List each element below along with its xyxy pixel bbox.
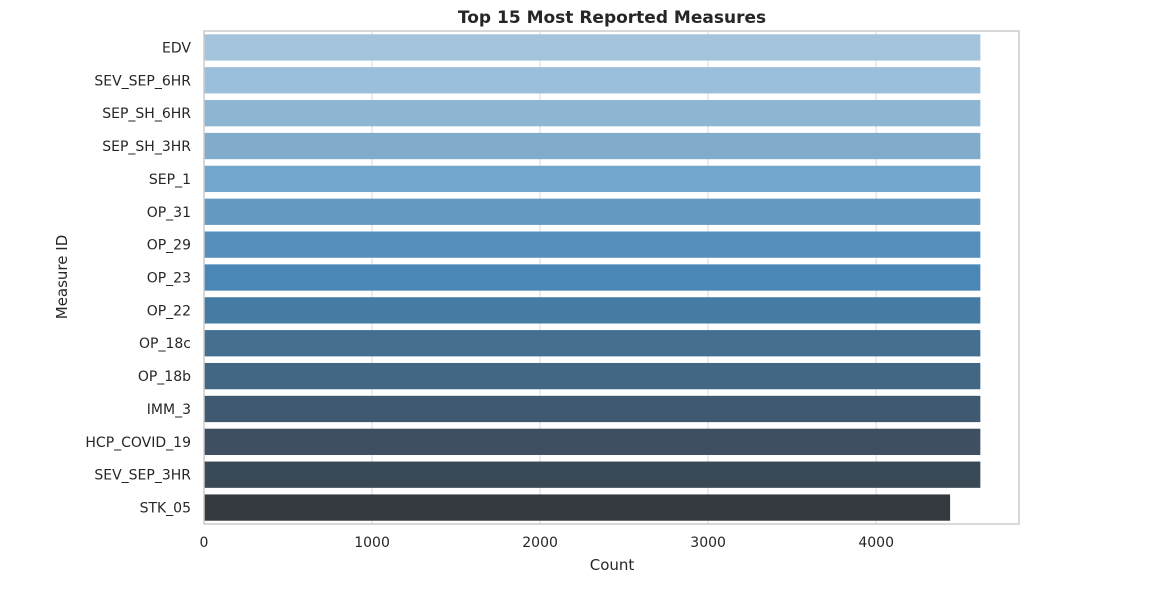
x-tick-labels: 0 1000 2000 3000 4000 <box>200 535 894 551</box>
y-tick-label: SEV_SEP_3HR <box>94 468 191 484</box>
bar-op-23 <box>204 264 981 291</box>
plot-frame <box>203 30 1020 525</box>
y-tick-label: SEP_SH_6HR <box>102 106 191 122</box>
y-tick-label: OP_18b <box>138 369 191 385</box>
y-tick-label: OP_18c <box>139 336 191 352</box>
y-tick-label: OP_22 <box>147 303 191 319</box>
y-tick-label: OP_23 <box>147 271 191 287</box>
y-tick-label: STK_05 <box>140 501 191 517</box>
bar-sep-sh-3hr <box>204 132 981 160</box>
bar-sep-1 <box>204 165 981 193</box>
bar-edv <box>204 34 981 61</box>
bars <box>204 34 981 521</box>
bar-stk-05 <box>204 494 951 521</box>
x-tick-label: 2000 <box>522 535 558 551</box>
y-axis-label: Measure ID <box>53 235 71 320</box>
bar-sep-sh-6hr <box>204 100 981 127</box>
y-tick-label: SEP_1 <box>149 172 191 188</box>
bar-imm-3 <box>204 395 981 423</box>
x-tick-label: 4000 <box>858 535 894 551</box>
bar-op-18c <box>204 330 981 357</box>
y-tick-label: SEP_SH_3HR <box>102 139 191 155</box>
x-tick-label: 0 <box>200 535 209 551</box>
bar-sev-sep-6hr <box>204 67 981 94</box>
bar-op-22 <box>204 297 981 324</box>
y-tick-label: HCP_COVID_19 <box>85 435 191 451</box>
x-tick-label: 1000 <box>354 535 390 551</box>
y-tick-label: OP_29 <box>147 238 191 254</box>
bar-op-31 <box>204 198 981 225</box>
x-tick-label: 3000 <box>690 535 726 551</box>
bar-op-18b <box>204 362 981 390</box>
x-axis-label: Count <box>590 556 635 574</box>
y-tick-label: IMM_3 <box>147 402 191 418</box>
chart-title: Top 15 Most Reported Measures <box>458 8 766 28</box>
y-tick-label: SEV_SEP_6HR <box>94 73 191 89</box>
y-tick-label: OP_31 <box>147 205 191 221</box>
y-tick-label: EDV <box>162 40 191 56</box>
bar-hcp-covid-19 <box>204 428 981 455</box>
bar-op-29 <box>204 231 981 258</box>
bar-sev-sep-3hr <box>204 461 981 488</box>
y-tick-labels: EDV SEV_SEP_6HR SEP_SH_6HR SEP_SH_3HR SEP_1 O… <box>85 40 191 516</box>
